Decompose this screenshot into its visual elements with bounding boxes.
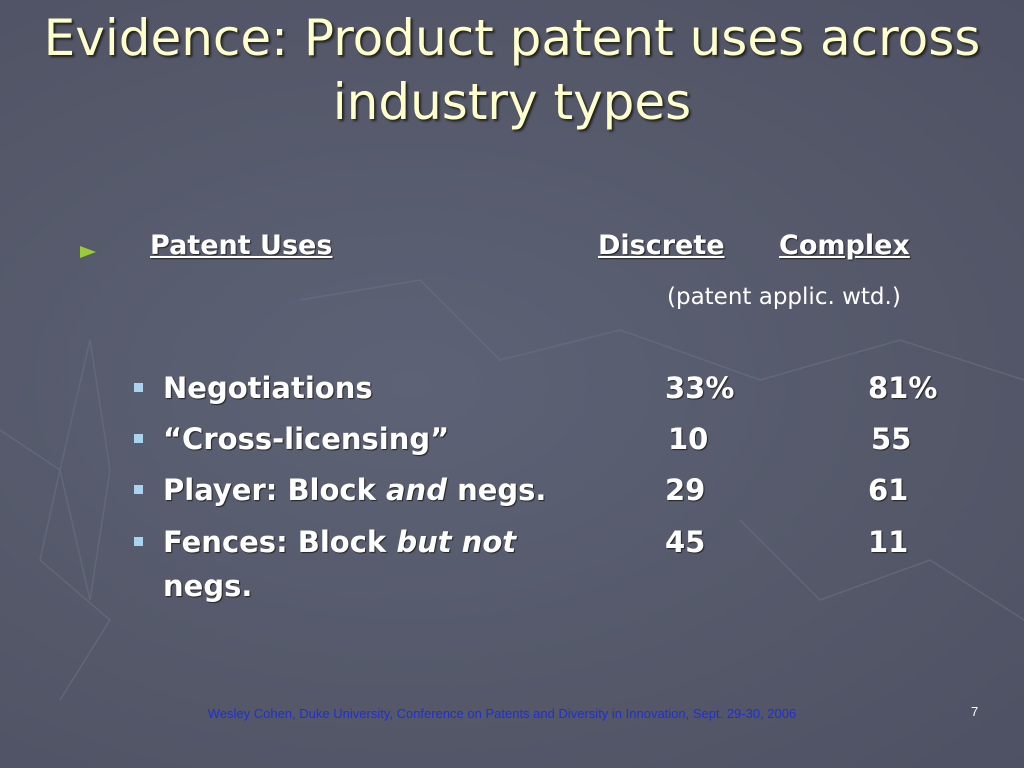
subheader: (patent applic. wtd.) [667,284,901,310]
row-label: Negotiations [163,366,563,410]
row-label: Player: Block and negs. [163,468,563,512]
label-part: Player: Block [163,473,386,507]
header-col2: Complex [779,230,910,261]
value-col1: 45 [665,520,705,564]
value-col2: 61 [868,468,908,512]
header-col1: Discrete [598,230,725,261]
value-col2: 55 [871,417,911,461]
row-label: “Cross-licensing” [163,417,563,461]
value-col1: 29 [665,468,705,512]
page-number: 7 [971,704,978,719]
footer: Wesley Cohen, Duke University, Conferenc… [0,706,1004,721]
label-part: “Cross-licensing” [163,422,449,456]
label-part: Fences: Block [163,525,396,559]
label-part: Negotiations [163,371,373,405]
label-part: and [386,473,447,507]
slide: Evidence: Product patent uses across ind… [0,0,1024,768]
row-label: Fences: Block but not negs. [163,520,558,608]
value-col2: 81% [868,366,937,410]
bullet-square [134,434,143,443]
bullet-square [134,383,143,392]
value-col1: 33% [665,366,734,410]
bullet-arrow [78,243,100,261]
value-col2: 11 [868,520,908,564]
header-label: Patent Uses [150,230,332,261]
value-col1: 10 [668,417,708,461]
label-part: negs. [447,473,546,507]
label-part: but not [396,525,516,559]
title: Evidence: Product patent uses across ind… [40,6,984,134]
bullet-square [134,537,143,546]
bullet-square [134,485,143,494]
page: Evidence: Product patent uses across ind… [0,0,1024,768]
